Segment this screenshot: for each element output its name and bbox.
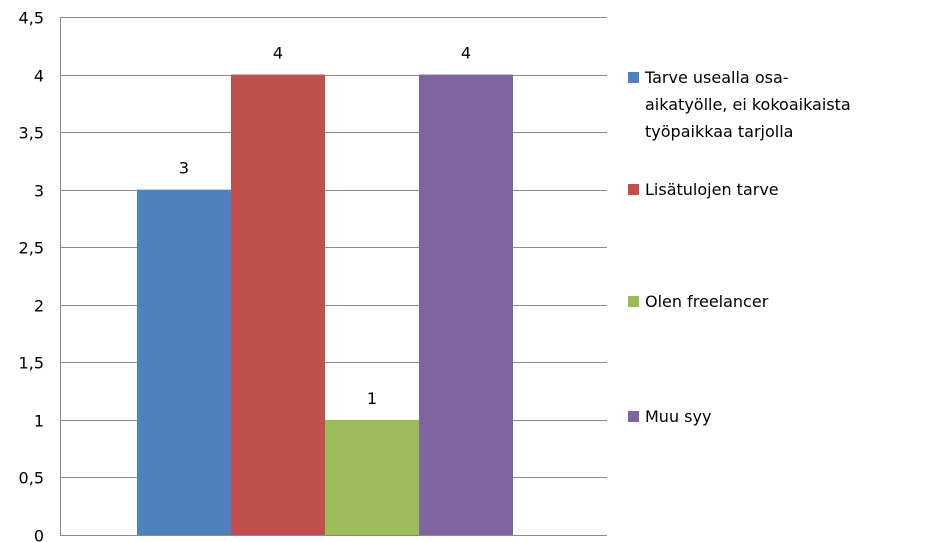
bar-4 [419,74,513,536]
data-label-3: 1 [367,389,377,408]
legend-label-2: Lisätulojen tarve [645,180,779,199]
legend-swatch-3 [628,296,639,307]
y-tick-label-1: 0,5 [19,469,44,488]
y-tick-label-6: 3 [34,182,44,201]
y-tick-label-0: 0 [34,527,44,542]
legend-label-1: Tarve usealla osa- aikatyölle, ei kokoai… [645,68,851,141]
data-label-2: 4 [273,44,283,63]
bar-1 [137,189,231,535]
legend: Tarve usealla osa- aikatyölle, ei kokoai… [628,0,927,542]
bar-3 [325,419,419,535]
y-tick-label-9: 4,5 [19,9,44,28]
y-tick-label-8: 4 [34,67,44,86]
legend-label-3: Olen freelancer [645,292,769,311]
legend-label-4: Muu syy [645,407,712,426]
bar-2 [231,74,325,536]
y-tick-label-2: 1 [34,412,44,431]
legend-swatch-4 [628,411,639,422]
legend-swatch-1 [628,72,639,83]
y-tick-label-3: 1,5 [19,354,44,373]
y-tick-label-7: 3,5 [19,124,44,143]
y-tick-label-5: 2,5 [19,239,44,258]
legend-swatch-2 [628,184,639,195]
data-label-4: 4 [461,44,471,63]
data-label-1: 3 [179,159,189,178]
y-tick-label-4: 2 [34,297,44,316]
